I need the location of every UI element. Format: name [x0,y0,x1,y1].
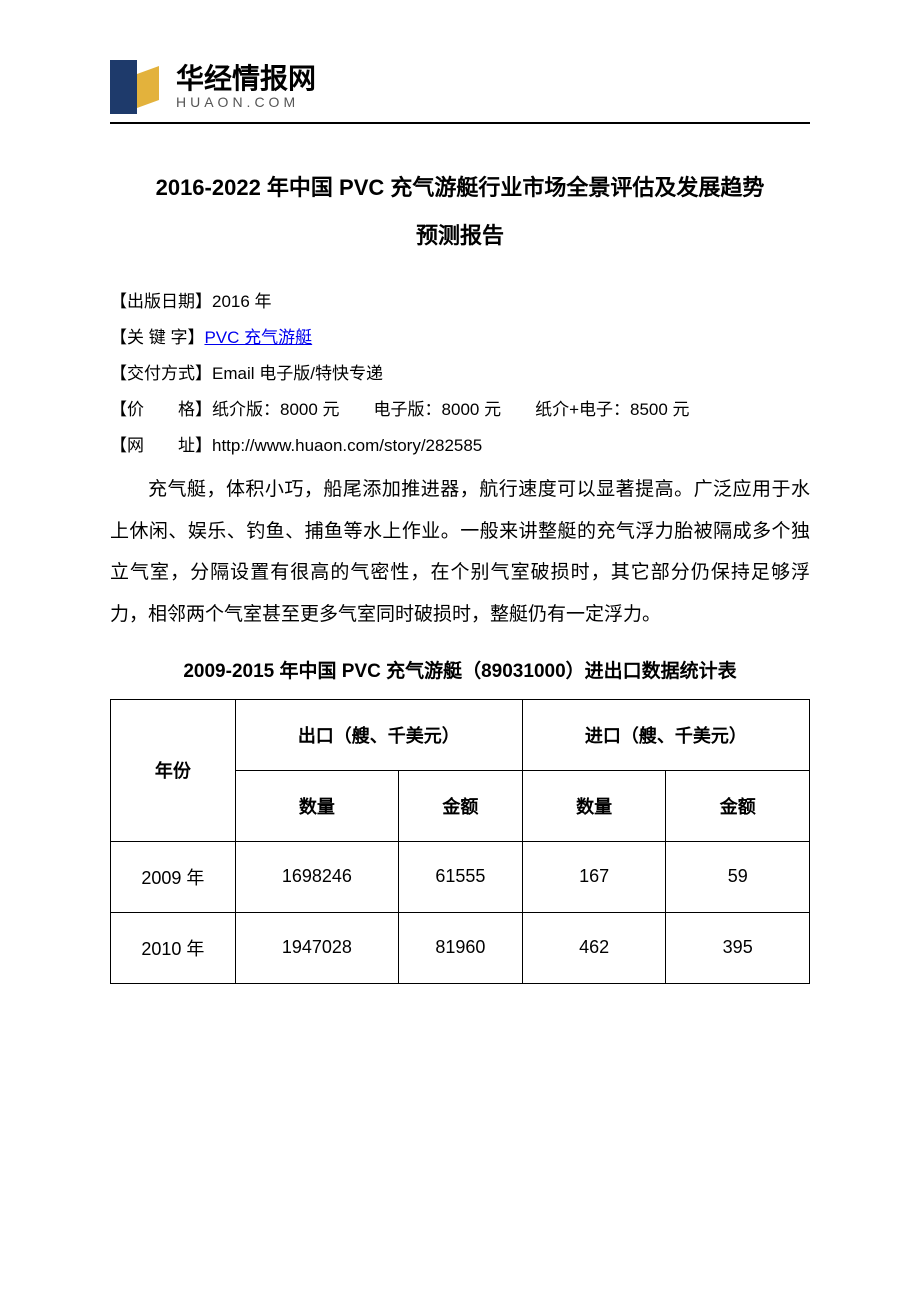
col-import: 进口（艘、千美元） [522,699,809,770]
cell-imp-qty: 462 [522,912,666,983]
meta-url-label2: 址】 [178,436,212,455]
logo-cn: 华经情报网 [176,65,316,93]
meta-pub-date: 【出版日期】2016 年 [110,285,810,319]
col-year: 年份 [111,699,236,841]
meta-kw-label: 【关 键 字】 [110,328,204,347]
meta-delivery: 【交付方式】Email 电子版/特快专递 [110,357,810,391]
header: 华经情报网 HUAON.COM [110,60,810,124]
table-body: 2009 年 1698246 61555 167 59 2010 年 19470… [111,841,810,983]
cell-year: 2009 年 [111,841,236,912]
meta-url-value: http://www.huaon.com/story/282585 [212,436,482,455]
meta-block: 【出版日期】2016 年 【关 键 字】PVC 充气游艇 【交付方式】Email… [110,285,810,463]
meta-deliver-label: 【交付方式】 [110,364,212,383]
logo-en: HUAON.COM [176,95,316,109]
table-header-row-1: 年份 出口（艘、千美元） 进口（艘、千美元） [111,699,810,770]
meta-url: 【网 址】http://www.huaon.com/story/282585 [110,429,810,463]
cell-exp-qty: 1947028 [235,912,398,983]
col-export: 出口（艘、千美元） [235,699,522,770]
meta-pub-value: 2016 年 [212,292,272,311]
table-head: 年份 出口（艘、千美元） 进口（艘、千美元） 数量 金额 数量 金额 [111,699,810,841]
logo-text: 华经情报网 HUAON.COM [176,65,316,109]
col-import-qty: 数量 [522,770,666,841]
report-title-line2: 预测报告 [110,212,810,260]
cell-exp-qty: 1698246 [235,841,398,912]
keyword-link[interactable]: PVC 充气游艇 [204,328,312,347]
cell-imp-amt: 59 [666,841,810,912]
cell-imp-qty: 167 [522,841,666,912]
meta-deliver-value: Email 电子版/特快专递 [212,364,383,383]
col-export-qty: 数量 [235,770,398,841]
cell-imp-amt: 395 [666,912,810,983]
huaon-logo-icon [110,60,164,114]
table-row: 2009 年 1698246 61555 167 59 [111,841,810,912]
report-title-line1: 2016-2022 年中国 PVC 充气游艇行业市场全景评估及发展趋势 [110,164,810,212]
meta-keyword: 【关 键 字】PVC 充气游艇 [110,321,810,355]
table-row: 2010 年 1947028 81960 462 395 [111,912,810,983]
intro-paragraph: 充气艇，体积小巧，船尾添加推进器，航行速度可以显著提高。广泛应用于水上休闲、娱乐… [110,469,810,636]
meta-pub-label: 【出版日期】 [110,292,212,311]
meta-price-label2: 格】 [178,400,212,419]
cell-exp-amt: 61555 [398,841,522,912]
import-export-table: 年份 出口（艘、千美元） 进口（艘、千美元） 数量 金额 数量 金额 2009 … [110,699,810,984]
meta-price: 【价 格】纸介版：8000 元 电子版：8000 元 纸介+电子：8500 元 [110,393,810,427]
meta-price-label: 【价 [110,400,144,419]
cell-year: 2010 年 [111,912,236,983]
col-import-amt: 金额 [666,770,810,841]
meta-price-value: 纸介版：8000 元 电子版：8000 元 纸介+电子：8500 元 [212,400,690,419]
col-export-amt: 金额 [398,770,522,841]
cell-exp-amt: 81960 [398,912,522,983]
table-title: 2009-2015 年中国 PVC 充气游艇（89031000）进出口数据统计表 [110,656,810,683]
meta-url-label: 【网 [110,436,144,455]
document-page: 华经情报网 HUAON.COM 2016-2022 年中国 PVC 充气游艇行业… [0,0,920,1302]
